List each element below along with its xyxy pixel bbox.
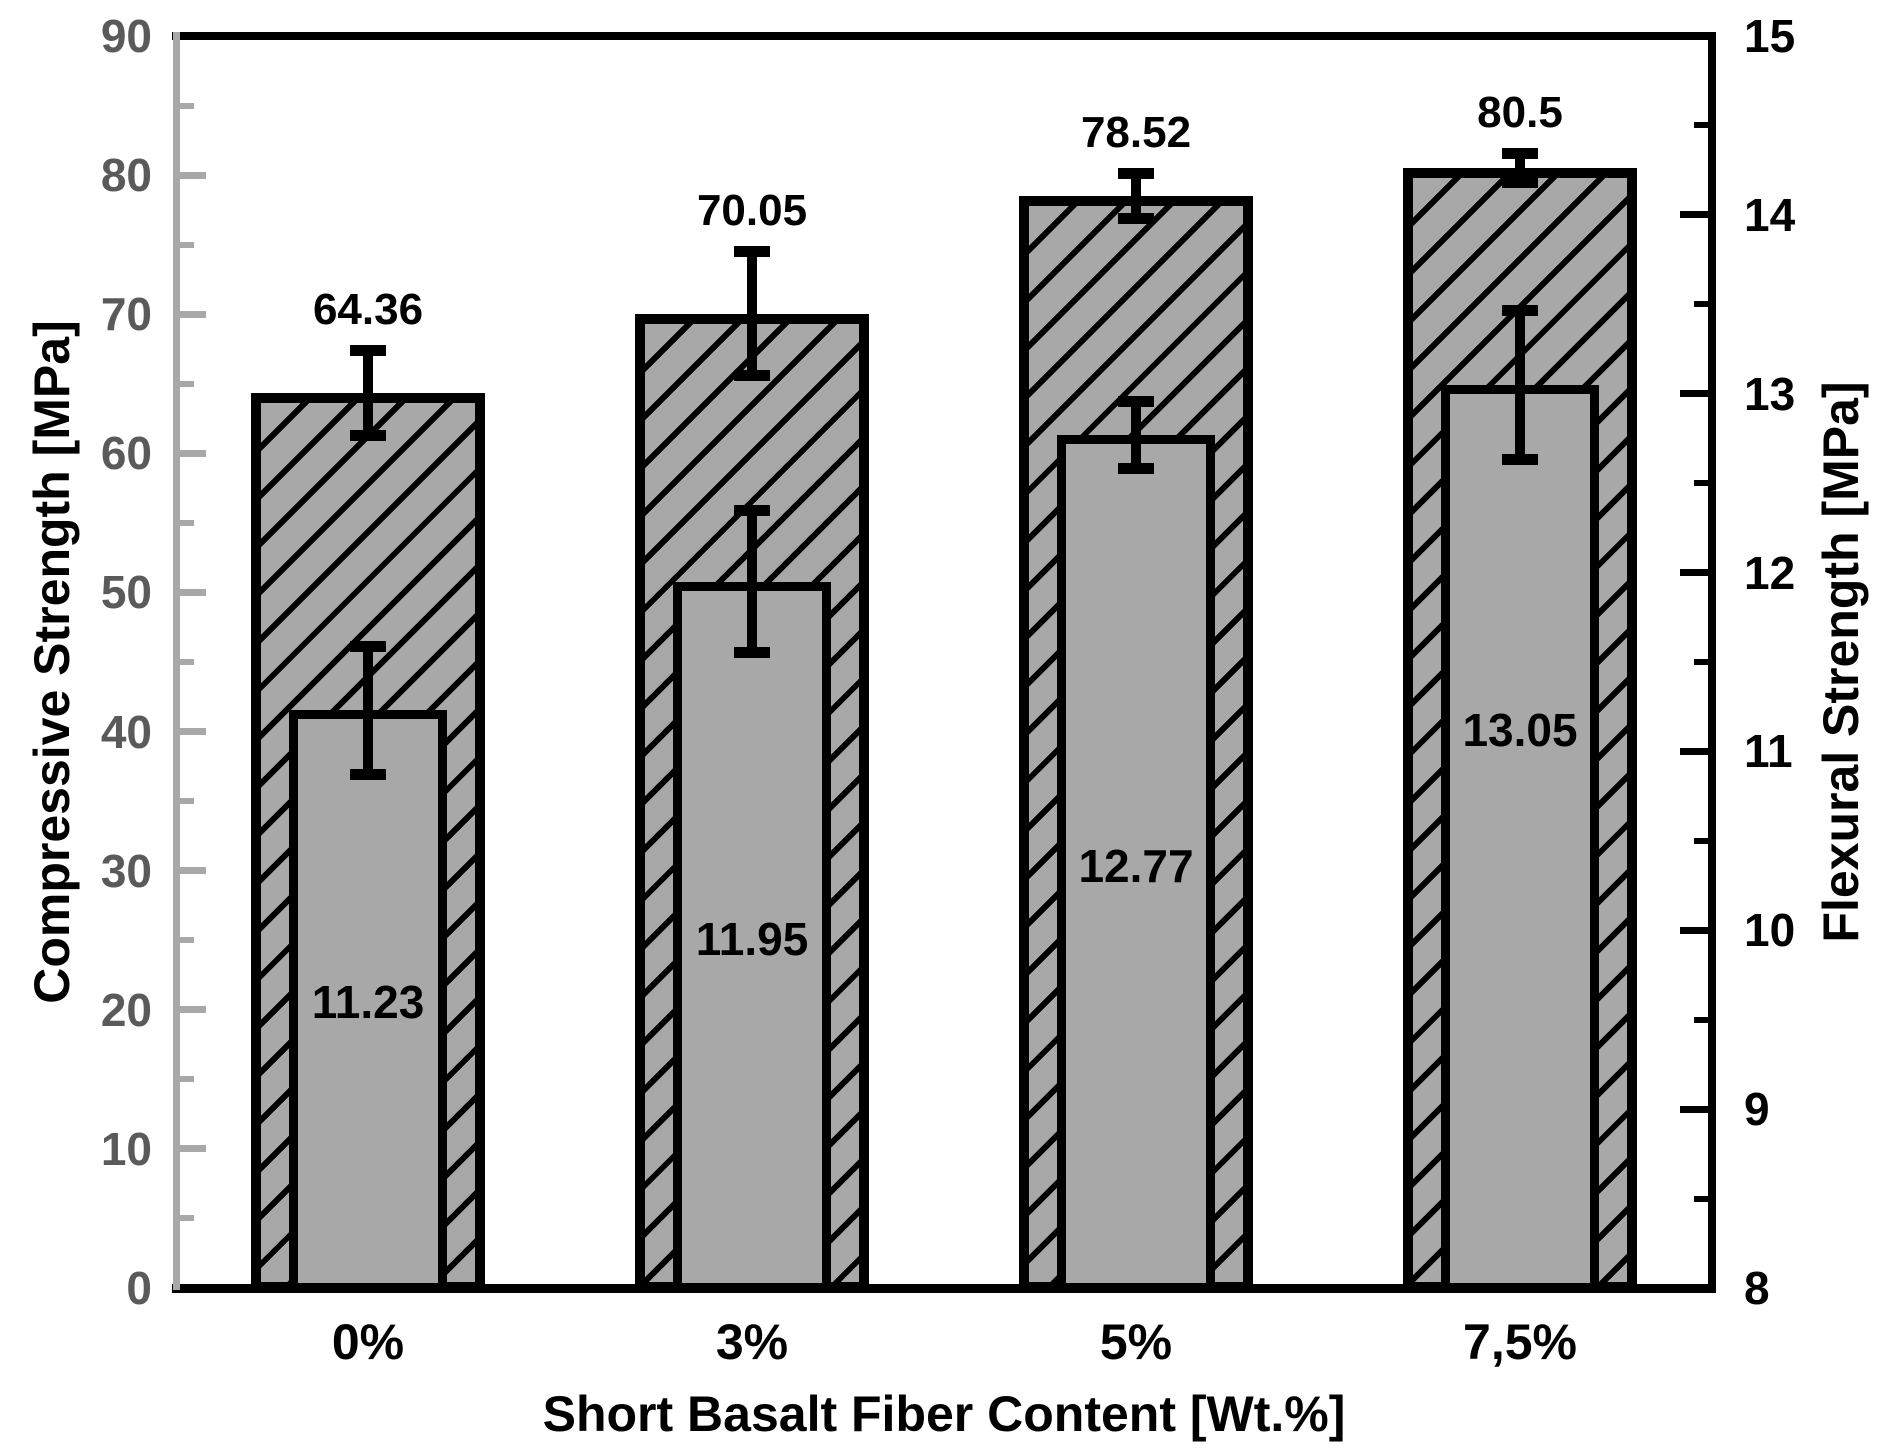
compressive-error-bar-line [747,250,757,377]
left-minor-tick [180,1076,194,1083]
compressive-value-label: 70.05 [696,185,808,235]
compressive-error-bar-line [363,349,373,436]
left-tick-label: 30 [100,844,152,897]
flexural-bar [673,581,831,1292]
bottom-spine [172,1284,1716,1293]
left-tick-label: 40 [100,705,152,758]
right-major-tick [1680,926,1708,934]
right-tick-label: 8 [1744,1262,1770,1314]
left-tick-label: 80 [100,149,152,202]
flexural-bar [1441,384,1599,1292]
x-tick-label: 5% [1099,1314,1173,1370]
left-minor-tick [180,937,194,944]
left-major-tick [180,310,206,318]
right-minor-tick [1694,1016,1708,1023]
flexural-error-bar-cap-bottom [350,768,386,780]
flexural-bar [289,710,447,1292]
right-minor-tick [1694,122,1708,129]
left-tick-label: 50 [100,566,152,619]
right-major-tick [1680,747,1708,755]
right-minor-tick [1694,837,1708,844]
left-minor-tick [180,380,194,387]
left-tick-label: 20 [100,983,152,1036]
left-minor-tick [180,659,194,665]
left-minor-tick [180,1215,194,1222]
left-major-tick [180,867,206,875]
flexural-error-bar-line [1515,309,1525,460]
left-major-tick [180,588,206,596]
right-major-tick [1680,569,1708,577]
x-tick-label: 7,5% [1463,1314,1577,1370]
left-tick-label: 0 [126,1262,152,1314]
compressive-value-label: 64.36 [312,284,424,334]
left-major-tick [180,449,206,457]
right-spine [1708,32,1716,1290]
flexural-error-bar-line [363,645,373,775]
x-tick-label: 3% [715,1314,789,1370]
compressive-error-bar-line [1131,172,1141,219]
compressive-error-bar-cap-top [734,245,770,257]
left-minor-tick [180,241,194,248]
compressive-error-bar-cap-top [1502,147,1538,159]
right-tick-label: 14 [1744,188,1796,241]
flexural-error-bar-cap-top [1502,304,1538,316]
flexural-value-label: 11.95 [695,913,809,966]
top-spine [172,32,1716,40]
flexural-value-label: 13.05 [1462,703,1578,756]
right-major-tick [1680,211,1708,219]
left-major-tick [180,1145,206,1153]
right-tick-label: 11 [1744,725,1793,778]
right-minor-tick [1694,659,1708,665]
right-minor-tick [1694,1195,1708,1202]
flexural-error-bar-line [747,509,757,654]
flexural-error-bar-line [1131,400,1141,469]
compressive-value-label: 78.52 [1080,107,1192,157]
compressive-error-bar-cap-bottom [734,370,770,382]
flexural-error-bar-cap-bottom [1502,453,1538,465]
right-tick-label: 10 [1744,904,1796,957]
right-major-tick [1680,390,1708,398]
left-minor-tick [180,102,194,109]
left-minor-tick [180,519,194,526]
flexural-value-label: 11.23 [311,975,425,1028]
flexural-error-bar-cap-bottom [1118,462,1154,474]
left-spine [173,32,180,1290]
compressive-error-bar-cap-bottom [350,429,386,441]
left-tick-label: 60 [100,427,152,480]
x-tick-label: 0% [331,1314,405,1370]
right-tick-label: 15 [1744,10,1796,62]
left-axis-title: Compressive Strength [MPa] [24,320,80,1004]
flexural-value-label: 12.77 [1078,839,1194,892]
right-tick-label: 13 [1744,367,1796,420]
flexural-error-bar-cap-top [350,640,386,652]
compressive-error-bar-line [1515,152,1525,184]
compressive-error-bar-cap-bottom [1118,212,1154,224]
compressive-error-bar-cap-top [350,344,386,356]
compressive-error-bar-cap-top [1118,167,1154,179]
left-major-tick [180,1006,206,1014]
flexural-error-bar-cap-bottom [734,647,770,659]
right-axis-title: Flexural Strength [MPa] [1813,381,1869,943]
x-axis-title: Short Basalt Fiber Content [Wt.%] [542,1386,1346,1442]
right-minor-tick [1694,480,1708,487]
right-tick-label: 9 [1744,1083,1770,1136]
left-minor-tick [180,798,194,805]
compressive-value-label: 80.5 [1477,87,1563,137]
left-tick-label: 70 [100,288,152,341]
left-tick-label: 90 [100,10,152,62]
compressive-error-bar-cap-bottom [1502,177,1538,189]
right-major-tick [1680,1105,1708,1113]
left-major-tick [180,171,206,179]
left-major-tick [180,728,206,736]
right-tick-label: 12 [1744,546,1796,599]
right-minor-tick [1694,301,1708,308]
flexural-error-bar-cap-top [734,504,770,516]
left-tick-label: 10 [100,1122,152,1175]
flexural-error-bar-cap-top [1118,395,1154,407]
